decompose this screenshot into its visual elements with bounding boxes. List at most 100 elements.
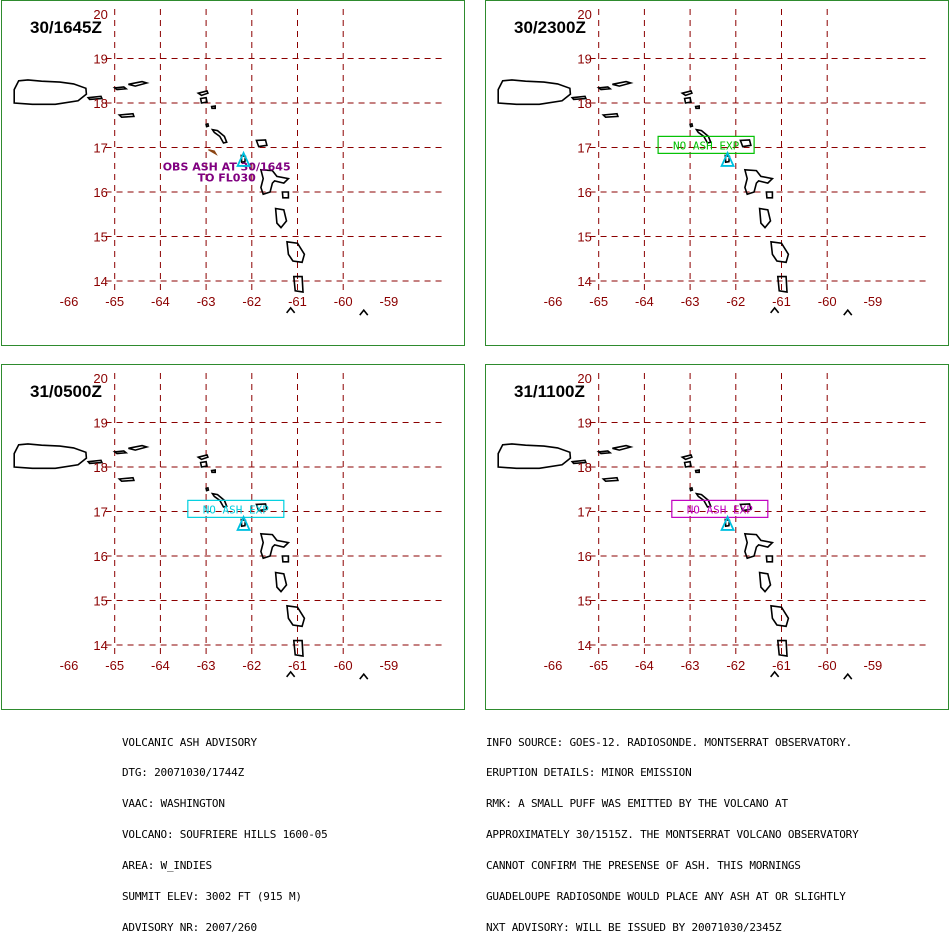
island-anguilla	[196, 90, 209, 97]
island-virgin-islands-a	[596, 450, 613, 455]
island-st-vincent-tip	[286, 306, 296, 314]
ash-label-text: NO ASH EXP	[687, 503, 754, 516]
panel-time-label: 31/0500Z	[30, 382, 102, 401]
island-marie-galante	[281, 555, 290, 563]
volcano-triangle-icon	[236, 150, 251, 167]
island-st-eustatius	[205, 122, 210, 128]
island-st-eustatius	[689, 486, 694, 492]
lon-label: -63	[197, 294, 216, 309]
advisory-line: APPROXIMATELY 30/1515Z. THE MONTSERRAT V…	[486, 828, 859, 842]
panel-time-label: 30/2300Z	[514, 18, 586, 37]
lat-label: 18	[93, 96, 107, 111]
island-marie-galante	[765, 191, 774, 199]
island-martinique	[286, 604, 306, 628]
lon-label: -66	[544, 294, 563, 309]
island-st-kitts-nevis	[210, 492, 228, 508]
ash-map-3: 20 19 18 17 16 15 14 -66 -65 -64 -63 -62 -61 -60 -59 NO…	[13, 371, 442, 680]
island-martinique	[286, 240, 306, 264]
lat-label: 17	[93, 141, 107, 156]
lon-label: -64	[151, 294, 170, 309]
island-st-martin	[199, 96, 208, 104]
island-st-kitts-nevis	[694, 492, 712, 508]
island-vieques	[570, 459, 588, 465]
island-st-eustatius	[689, 122, 694, 128]
island-virgin-islands-a	[112, 450, 129, 455]
lon-label: -63	[197, 658, 216, 673]
island-anguilla	[680, 454, 693, 461]
lon-label: -63	[681, 658, 700, 673]
lat-label: 16	[93, 185, 107, 200]
lon-label: -60	[818, 658, 837, 673]
advisory-line: ERUPTION DETAILS: MINOR EMISSION	[486, 766, 692, 780]
coastlines	[13, 79, 369, 316]
lon-label: -66	[60, 658, 79, 673]
lat-label: 18	[577, 96, 591, 111]
forecast-panel-2: 20 19 18 17 16 15 14 -66 -65 -64 -63 -62 -61 -60 -59 NO…	[485, 0, 949, 346]
observed-ash-area	[208, 149, 218, 156]
island-st-vincent-tip	[770, 670, 780, 678]
lon-label: -62	[726, 294, 745, 309]
lon-label: -61	[288, 294, 307, 309]
ash-label-text: NO ASH EXP	[673, 139, 740, 152]
advisory-line: RMK: A SMALL PUFF WAS EMITTED BY THE VOL…	[486, 797, 788, 811]
island-virgin-islands-a	[112, 86, 129, 91]
island-dominica	[758, 207, 772, 229]
island-st-lucia	[776, 639, 788, 658]
lon-label: -66	[60, 294, 79, 309]
island-guadeloupe	[743, 168, 775, 196]
lon-label: -65	[589, 658, 608, 673]
island-st-vincent-tip	[770, 306, 780, 314]
lon-label: -62	[726, 658, 745, 673]
ash-map-4: 20 19 18 17 16 15 14 -66 -65 -64 -63 -62 -61 -60 -59 NO…	[497, 371, 926, 680]
island-antigua	[255, 139, 268, 148]
island-vieques	[86, 459, 104, 465]
island-st-martin	[683, 460, 692, 468]
island-guadeloupe	[743, 532, 775, 560]
forecast-panel-3: 20 19 18 17 16 15 14 -66 -65 -64 -63 -62 -61 -60 -59 NO…	[1, 364, 465, 710]
forecast-panel-4: 20 19 18 17 16 15 14 -66 -65 -64 -63 -62 -61 -60 -59 NO…	[485, 364, 949, 710]
advisory-line: NXT ADVISORY: WILL BE ISSUED BY 20071030…	[486, 920, 782, 934]
lat-label: 17	[577, 141, 591, 156]
advisory-line: VOLCANIC ASH ADVISORY	[122, 735, 257, 749]
island-vieques	[86, 95, 104, 101]
lat-label: 16	[93, 549, 107, 564]
island-st-lucia	[292, 275, 304, 294]
island-barbados-tip	[359, 308, 369, 316]
island-guadeloupe	[259, 168, 291, 196]
lon-label: -60	[334, 294, 353, 309]
island-antigua	[739, 139, 752, 148]
lat-label: 14	[93, 638, 107, 653]
ash-label-box	[187, 499, 285, 518]
lat-label: 19	[577, 416, 591, 431]
lon-label: -62	[242, 658, 261, 673]
island-st-barth	[694, 469, 700, 474]
lat-label: 15	[93, 594, 107, 609]
ash-label-box	[671, 499, 769, 518]
lon-label: -64	[635, 658, 654, 673]
lat-label: 20	[577, 7, 591, 22]
island-st-croix	[601, 476, 619, 483]
lon-label: -64	[635, 294, 654, 309]
island-barbados-tip	[359, 672, 369, 680]
island-antigua	[255, 503, 268, 512]
island-marie-galante	[765, 555, 774, 563]
island-anguilla	[196, 454, 209, 461]
island-vieques	[570, 95, 588, 101]
island-barbados-tip	[843, 308, 853, 316]
island-dominica	[758, 571, 772, 593]
lat-label: 15	[577, 230, 591, 245]
lat-label: 14	[577, 274, 591, 289]
island-dominica	[274, 571, 288, 593]
volcano-triangle-icon	[720, 150, 735, 167]
island-st-martin	[199, 460, 208, 468]
advisory-line: VOLCANO: SOUFRIERE HILLS 1600-05	[122, 828, 328, 842]
advisory-line: SUMMIT ELEV: 3002 FT (915 M)	[122, 890, 302, 904]
volcano-triangle-icon	[720, 514, 735, 531]
island-puerto-rico	[13, 79, 88, 106]
advisory-line: GUADELOUPE RADIOSONDE WOULD PLACE ANY AS…	[486, 890, 846, 904]
island-st-croix	[601, 112, 619, 119]
island-anguilla	[680, 90, 693, 97]
lat-label: 17	[93, 505, 107, 520]
advisory-header-block: VOLCANIC ASH ADVISORY DTG: 20071030/1744…	[122, 717, 328, 944]
lon-label: -59	[380, 294, 399, 309]
